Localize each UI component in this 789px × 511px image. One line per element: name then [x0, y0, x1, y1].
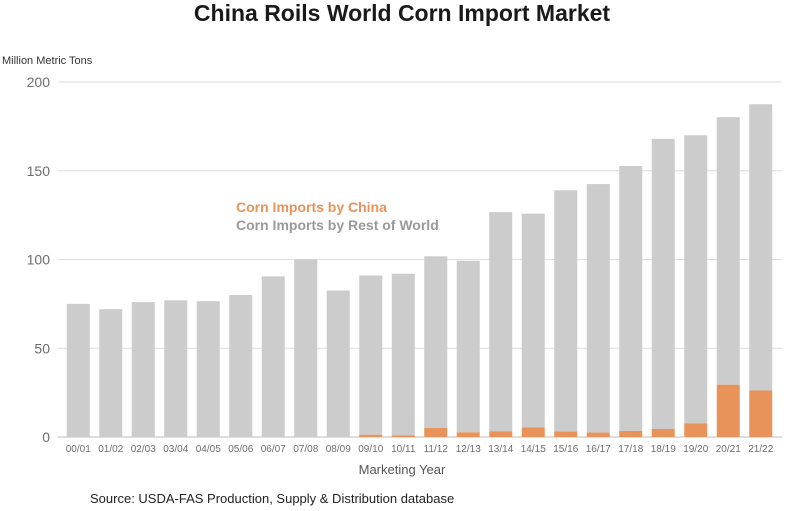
x-tick-label: 19/20 [683, 444, 708, 455]
bar-rest-of-world [164, 300, 188, 437]
y-tick-label: 150 [27, 163, 51, 179]
bar-rest-of-world [651, 138, 675, 430]
bar-rest-of-world [716, 117, 740, 385]
bar-rest-of-world [359, 275, 383, 435]
legend: Corn Imports by China Corn Imports by Re… [236, 199, 439, 233]
x-axis-label: Marketing Year [359, 462, 446, 477]
bar-china [651, 429, 675, 437]
y-tick-labels: 0 50 100 150 200 [27, 74, 51, 445]
bar-rest-of-world [391, 273, 415, 436]
bar-china [749, 390, 773, 437]
x-tick-label: 17/18 [618, 444, 643, 455]
bar-china [489, 431, 513, 437]
x-tick-label: 09/10 [358, 444, 383, 455]
y-tick-label: 200 [27, 74, 51, 90]
chart-title: China Roils World Corn Import Market [194, 0, 610, 26]
bar-china [391, 435, 415, 437]
x-tick-labels: 00/01 01/02 02/03 03/04 04/05 05/06 06/07 07/08… [66, 444, 774, 455]
source-note: Source: USDA-FAS Production, Supply & Di… [90, 491, 454, 506]
bar-china [619, 430, 643, 437]
x-tick-label: 07/08 [293, 444, 318, 455]
bar-china [716, 384, 740, 437]
x-tick-label: 08/09 [326, 444, 351, 455]
x-tick-label: 06/07 [261, 444, 286, 455]
x-tick-label: 03/04 [163, 444, 188, 455]
bar-rest-of-world [66, 303, 90, 437]
x-tick-label: 15/16 [553, 444, 578, 455]
bar-china [554, 431, 578, 437]
bar-rest-of-world [196, 301, 220, 437]
bar-rest-of-world [684, 135, 708, 424]
legend-rest-of-world: Corn Imports by Rest of World [236, 217, 439, 233]
bars [66, 104, 773, 437]
x-tick-label: 21/22 [748, 444, 773, 455]
y-tick-label: 0 [42, 429, 50, 445]
x-tick-label: 14/15 [521, 444, 546, 455]
bar-china [521, 427, 545, 437]
bar-china [359, 434, 383, 437]
bar-rest-of-world [456, 260, 480, 433]
bar-china [456, 432, 480, 437]
bar-rest-of-world [326, 290, 350, 437]
bar-rest-of-world [619, 165, 643, 431]
y-axis-label: Million Metric Tons [2, 55, 93, 67]
bar-rest-of-world [294, 259, 318, 437]
bar-rest-of-world [749, 104, 773, 391]
x-tick-label: 04/05 [196, 444, 221, 455]
x-tick-label: 10/11 [391, 444, 416, 455]
bar-rest-of-world [229, 295, 253, 437]
x-tick-label: 05/06 [228, 444, 253, 455]
bar-china [586, 432, 610, 437]
legend-china: Corn Imports by China [236, 199, 387, 215]
y-tick-label: 100 [27, 252, 51, 268]
bar-rest-of-world [131, 302, 155, 437]
x-tick-label: 02/03 [131, 444, 156, 455]
bar-rest-of-world [521, 213, 545, 428]
x-tick-label: 20/21 [716, 444, 741, 455]
x-tick-label: 01/02 [98, 444, 123, 455]
bar-rest-of-world [99, 309, 123, 437]
bar-rest-of-world [489, 212, 513, 432]
y-tick-label: 50 [34, 340, 50, 356]
x-tick-label: 00/01 [66, 444, 91, 455]
x-tick-label: 13/14 [488, 444, 513, 455]
bar-rest-of-world [424, 256, 448, 428]
bar-rest-of-world [261, 276, 285, 437]
bar-china [424, 427, 448, 437]
x-tick-label: 12/13 [456, 444, 481, 455]
x-tick-label: 11/12 [424, 444, 449, 455]
bar-china [684, 423, 708, 437]
bar-rest-of-world [586, 184, 610, 433]
bar-rest-of-world [554, 190, 578, 432]
x-tick-label: 18/19 [651, 444, 676, 455]
x-tick-label: 16/17 [586, 444, 611, 455]
